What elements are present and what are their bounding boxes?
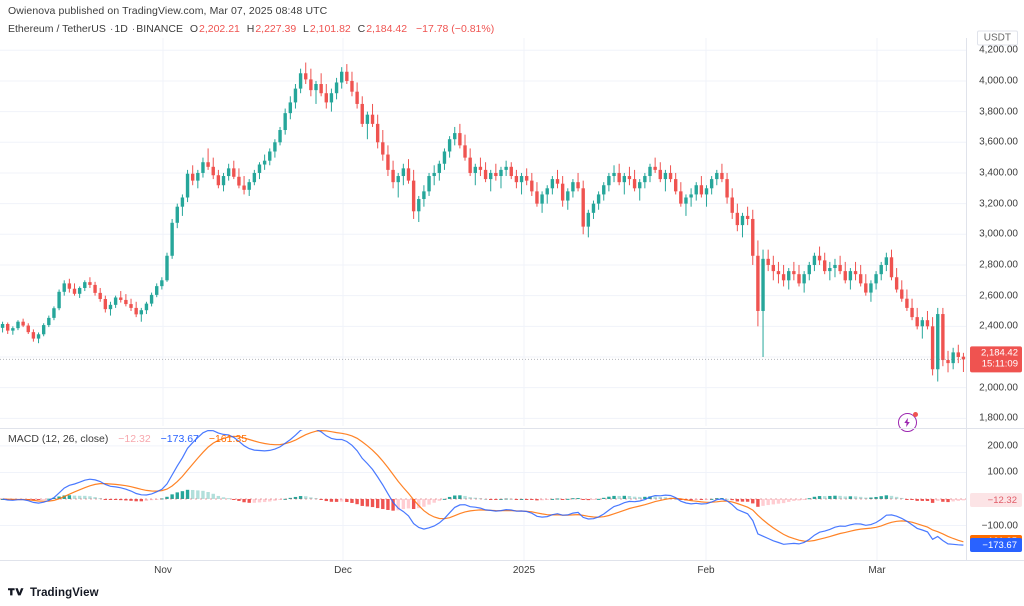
macd-signal-value: −161.35 [208,433,248,445]
price-axis-tick: 2,400.00 [979,320,1018,332]
time-axis-tick: 2025 [512,565,536,576]
publisher-attribution: Owienova published on TradingView.com, M… [8,5,328,17]
axis-divider [966,38,967,560]
bolt-glyph [904,417,910,428]
time-axis-tick: Mar [868,565,886,576]
price-axis-tick: 4,000.00 [979,75,1018,87]
low-value: 2,101.82 [309,23,351,35]
low-label: L [303,23,309,35]
price-axis-tick: 4,200.00 [979,44,1018,56]
change-value: −17.78 (−0.81%) [415,23,495,35]
time-axis-tick: Dec [334,565,352,576]
currency-unit-badge: USDT [976,30,1018,46]
pane-divider [0,428,1024,429]
legend-separator-1: · [109,23,114,35]
candlestick-plot[interactable] [0,38,966,426]
legend-separator-2: · [131,23,136,35]
open-label: O [189,23,198,35]
macd-title[interactable]: MACD (12, 26, close) [8,433,109,445]
price-axis[interactable]: USDT 4,200.00 4,000.00 3,800.00 3,600.00 3,4… [966,30,1024,426]
macd-plot[interactable] [0,430,966,560]
exchange-label: BINANCE [136,23,183,35]
lightning-bolt-icon[interactable] [898,412,918,432]
last-price-badge: 2,184.42 15:11:09 [970,346,1022,372]
tradingview-logo[interactable]: TradingView [8,587,99,599]
interval-label[interactable]: 1D [114,23,128,35]
price-axis-tick: 1,800.00 [979,412,1018,424]
time-axis-divider [0,560,1024,561]
time-axis-tick: Feb [697,565,715,576]
close-value: 2,184.42 [366,23,408,35]
macd-axis-tick: 100.00 [987,466,1018,478]
macd-axis-tick: −100.00 [981,520,1018,531]
price-axis-tick: 2,600.00 [979,290,1018,302]
close-label: C [357,23,366,35]
tradingview-wordmark: TradingView [30,587,99,599]
macd-indicator-pane[interactable] [0,430,966,560]
price-axis-tick: 3,400.00 [979,167,1018,179]
macd-axis-tick: 200.00 [987,440,1018,452]
macd-histogram-value: −12.32 [118,433,151,445]
price-axis-tick: 3,800.00 [979,106,1018,118]
open-value: 2,202.21 [199,23,240,35]
time-axis-tick: Nov [154,565,172,576]
price-axis-tick: 2,000.00 [979,382,1018,394]
price-axis-tick: 3,000.00 [979,228,1018,240]
last-price-value: 2,184.42 [981,347,1018,359]
macd-line-value: −173.67 [160,433,199,445]
high-value: 2,227.39 [255,23,297,35]
notification-dot [913,412,918,417]
time-axis[interactable]: Nov Dec 2025 Feb Mar [0,560,1024,584]
price-axis-tick: 3,200.00 [979,198,1018,210]
macd-line-badge: −173.67 [970,538,1022,553]
price-axis-tick: 3,600.00 [979,136,1018,148]
last-price-time: 15:11:09 [981,358,1018,370]
price-chart-pane[interactable] [0,38,966,426]
symbol-name[interactable]: Ethereum / TetherUS [8,23,106,35]
macd-legend[interactable]: MACD (12, 26, close) −12.32 −173.67 −161… [8,433,247,445]
macd-histogram-badge: −12.32 [970,493,1022,508]
price-axis-tick: 2,800.00 [979,259,1018,271]
high-label: H [246,23,255,35]
tradingview-mark-icon [8,587,24,595]
symbol-legend: Ethereum / TetherUS ·1D ·BINANCE O2,202.21… [8,23,495,35]
